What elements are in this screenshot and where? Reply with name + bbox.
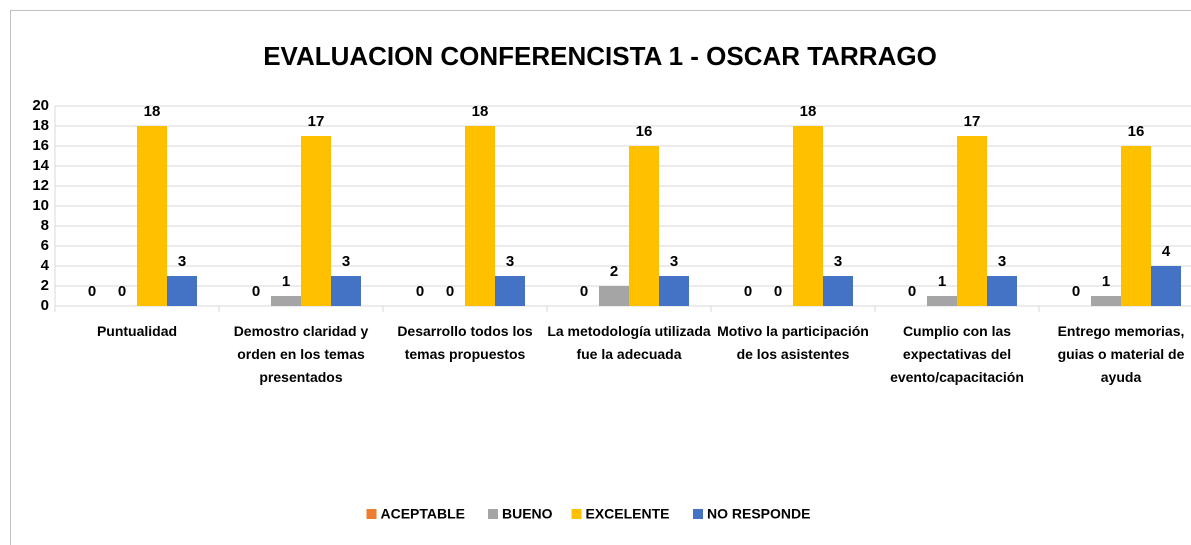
x-tick-label-box: Demostro claridad y orden en los temas p… xyxy=(233,323,369,385)
data-label: 0 xyxy=(908,283,916,300)
bar xyxy=(599,286,629,306)
bar xyxy=(495,276,525,306)
bar xyxy=(271,296,301,306)
y-tick-label: 10 xyxy=(32,197,49,214)
bar xyxy=(659,276,689,306)
data-label: 0 xyxy=(446,283,454,300)
y-tick-label: 2 xyxy=(41,277,49,294)
x-tick-label: Motivo la participación de los asistente… xyxy=(717,323,869,362)
legend-swatch xyxy=(488,509,498,519)
data-label: 18 xyxy=(800,103,817,120)
y-tick-label: 16 xyxy=(32,137,49,154)
data-label: 0 xyxy=(580,283,588,300)
bar xyxy=(301,136,331,306)
data-label: 2 xyxy=(610,263,618,280)
y-tick-label: 6 xyxy=(41,237,49,254)
bar xyxy=(793,126,823,306)
data-label: 1 xyxy=(938,273,946,290)
data-label: 0 xyxy=(252,283,260,300)
bar xyxy=(957,136,987,306)
bar xyxy=(927,296,957,306)
data-label: 17 xyxy=(964,113,981,130)
chart-border xyxy=(10,10,1191,545)
bar xyxy=(167,276,197,306)
x-tick-label-box: Cumplio con las expectativas del evento/… xyxy=(890,323,1024,385)
legend-swatch xyxy=(366,509,377,519)
bar xyxy=(823,276,853,306)
y-tick-label: 4 xyxy=(41,257,50,274)
data-label: 0 xyxy=(88,283,96,300)
x-tick-label: Cumplio con las expectativas del evento/… xyxy=(890,323,1024,385)
data-label: 1 xyxy=(282,273,290,290)
bar xyxy=(331,276,361,306)
bar xyxy=(137,126,167,306)
bar xyxy=(1151,266,1181,306)
data-label: 18 xyxy=(472,103,489,120)
x-tick-label-box: Desarrollo todos los temas propuestos xyxy=(397,323,533,362)
data-label: 1 xyxy=(1102,273,1110,290)
x-tick-label-box: Motivo la participación de los asistente… xyxy=(717,323,869,362)
bar xyxy=(1091,296,1121,306)
chart-title: EVALUACION CONFERENCISTA 1 - OSCAR TARRA… xyxy=(263,41,937,71)
x-tick-label: Demostro claridad y orden en los temas p… xyxy=(233,323,369,385)
y-tick-label: 20 xyxy=(32,97,49,114)
data-label: 0 xyxy=(416,283,424,300)
y-tick-label: 14 xyxy=(32,157,49,174)
data-label: 0 xyxy=(744,283,752,300)
data-label: 3 xyxy=(178,253,186,270)
x-tick-label: Desarrollo todos los temas propuestos xyxy=(397,323,533,362)
bar xyxy=(987,276,1017,306)
x-tick-label-box: Puntualidad xyxy=(96,323,178,339)
legend-label: NO RESPONDE xyxy=(707,506,810,522)
bar xyxy=(629,146,659,306)
data-label: 0 xyxy=(774,283,782,300)
x-tick-label-box: Entrego memorias, guias o material de ay… xyxy=(1057,323,1185,385)
data-label: 17 xyxy=(308,113,325,130)
data-label: 3 xyxy=(834,253,842,270)
data-label: 0 xyxy=(118,283,126,300)
y-tick-label: 8 xyxy=(41,217,49,234)
data-label: 4 xyxy=(1162,243,1171,260)
y-tick-label: 18 xyxy=(32,117,49,134)
x-tick-label: La metodología utilizada fue la adecuada xyxy=(547,323,711,362)
x-tick-label: Puntualidad xyxy=(96,323,178,339)
bar xyxy=(1121,146,1151,306)
data-label: 16 xyxy=(636,123,653,140)
data-label: 18 xyxy=(144,103,161,120)
x-tick-label-box: La metodología utilizada fue la adecuada xyxy=(547,323,711,362)
data-label: 3 xyxy=(342,253,350,270)
x-tick-label: Entrego memorias, guias o material de ay… xyxy=(1057,323,1185,385)
bar xyxy=(465,126,495,306)
legend-swatch xyxy=(571,509,582,519)
data-label: 3 xyxy=(998,253,1006,270)
legend-swatch xyxy=(693,509,703,519)
legend-label: BUENO xyxy=(502,506,553,522)
y-tick-label: 0 xyxy=(41,297,49,314)
data-label: 3 xyxy=(506,253,514,270)
y-tick-label: 12 xyxy=(32,177,49,194)
data-label: 3 xyxy=(670,253,678,270)
data-label: 16 xyxy=(1128,123,1145,140)
data-label: 0 xyxy=(1072,283,1080,300)
legend-label: ACEPTABLE xyxy=(381,506,466,522)
legend-label: EXCELENTE xyxy=(586,506,670,522)
